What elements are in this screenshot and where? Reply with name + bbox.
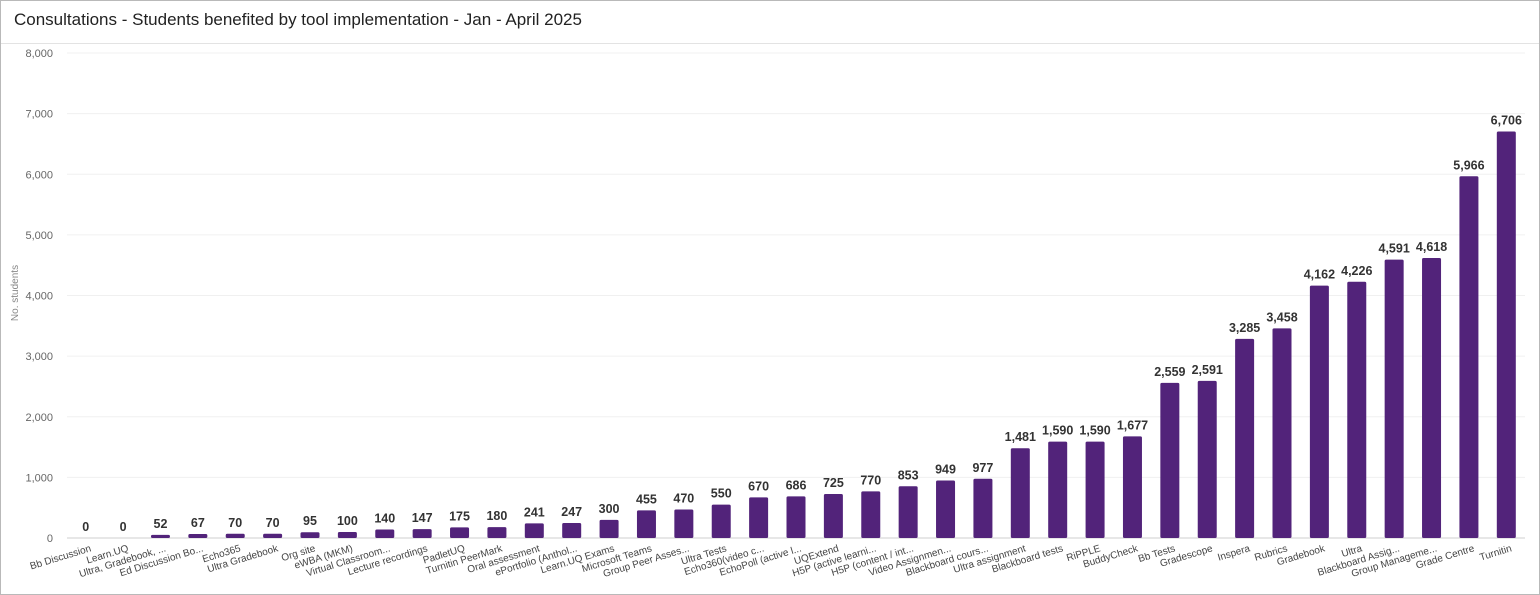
bar [711,504,731,538]
bar [150,534,170,538]
bar [1085,441,1105,538]
y-tick-label: 7,000 [25,109,53,121]
bar [1048,441,1068,538]
data-label: 3,285 [1229,321,1260,335]
y-axis-ticks: 0 1,000 2,000 3,000 4,000 5,000 6,000 7,000 8,00… [25,48,53,545]
gridlines [67,52,1525,539]
data-label: 4,226 [1341,264,1372,278]
bar [412,529,432,538]
chart-title: Consultations - Students benefited by to… [14,10,582,29]
bar [599,519,619,538]
bar [1272,328,1292,538]
data-label: 977 [972,461,993,475]
x-tick-label: Inspera [1216,543,1252,563]
data-label: 853 [898,468,919,482]
data-label: 52 [154,517,168,531]
bar [188,533,208,538]
y-tick-label: 4,000 [25,291,53,303]
y-tick-label: 6,000 [25,169,53,181]
data-label: 175 [449,509,470,523]
bar [1309,285,1329,538]
bar [861,491,881,538]
data-label: 455 [636,492,657,506]
bar [973,478,993,538]
data-label: 1,677 [1117,418,1148,432]
data-label: 140 [374,512,395,526]
y-tick-label: 8,000 [25,48,53,60]
bar [1160,382,1180,538]
data-label: 147 [412,511,433,525]
y-tick-label: 3,000 [25,351,53,363]
bar [898,486,918,538]
bar [450,527,470,538]
y-tick-label: 1,000 [25,472,53,484]
bar [749,497,769,538]
data-label: 4,618 [1416,240,1447,254]
bar [1347,281,1367,538]
data-label: 670 [748,479,769,493]
bar [1496,131,1516,539]
bar [1010,448,1030,538]
data-label: 4,591 [1379,242,1410,256]
data-label: 70 [228,516,242,530]
data-label: 100 [337,514,358,528]
bar [562,523,582,538]
bar [337,531,357,538]
data-label: 5,966 [1453,158,1484,172]
bar [636,510,656,538]
bar [1422,258,1442,538]
data-label: 241 [524,505,545,519]
data-label: 725 [823,476,844,490]
y-tick-label: 2,000 [25,412,53,424]
y-axis-label: No. students [10,265,21,321]
data-label: 3,458 [1266,310,1297,324]
x-tick-label: Turnitin [1478,543,1513,563]
data-labels: 0 0 52 67 70 70 95 100 140 147 175 180 241 247 300 455 4… [82,113,1522,534]
bars [150,131,1516,539]
bar [524,523,544,538]
bar [1384,259,1404,538]
data-label: 1,590 [1079,424,1110,438]
bar [936,480,956,538]
bar [225,533,245,538]
bar [487,527,507,538]
bar [300,532,320,538]
data-label: 70 [266,516,280,530]
bar [674,509,694,538]
data-label: 95 [303,514,317,528]
y-tick-label: 0 [47,533,53,545]
data-label: 6,706 [1491,113,1522,127]
data-label: 550 [711,487,732,501]
bar [263,533,283,538]
data-label: 2,559 [1154,365,1185,379]
data-label: 4,162 [1304,268,1335,282]
data-label: 470 [673,492,694,506]
y-tick-label: 5,000 [25,230,53,242]
data-label: 0 [120,520,127,534]
data-label: 686 [786,478,807,492]
bar [1197,380,1217,538]
chart-header: Consultations - Students benefited by to… [1,1,1539,44]
data-label: 2,591 [1192,363,1223,377]
data-label: 1,481 [1005,430,1036,444]
data-label: 180 [486,509,507,523]
data-label: 1,590 [1042,424,1073,438]
bar [1459,176,1479,538]
data-label: 0 [82,520,89,534]
data-label: 67 [191,516,205,530]
data-label: 770 [860,473,881,487]
data-label: 949 [935,462,956,476]
bar [1122,436,1142,538]
bar [1235,338,1255,538]
data-label: 300 [599,502,620,516]
bar [823,494,843,538]
bar [786,496,806,538]
bar [375,529,395,538]
data-label: 247 [561,505,582,519]
